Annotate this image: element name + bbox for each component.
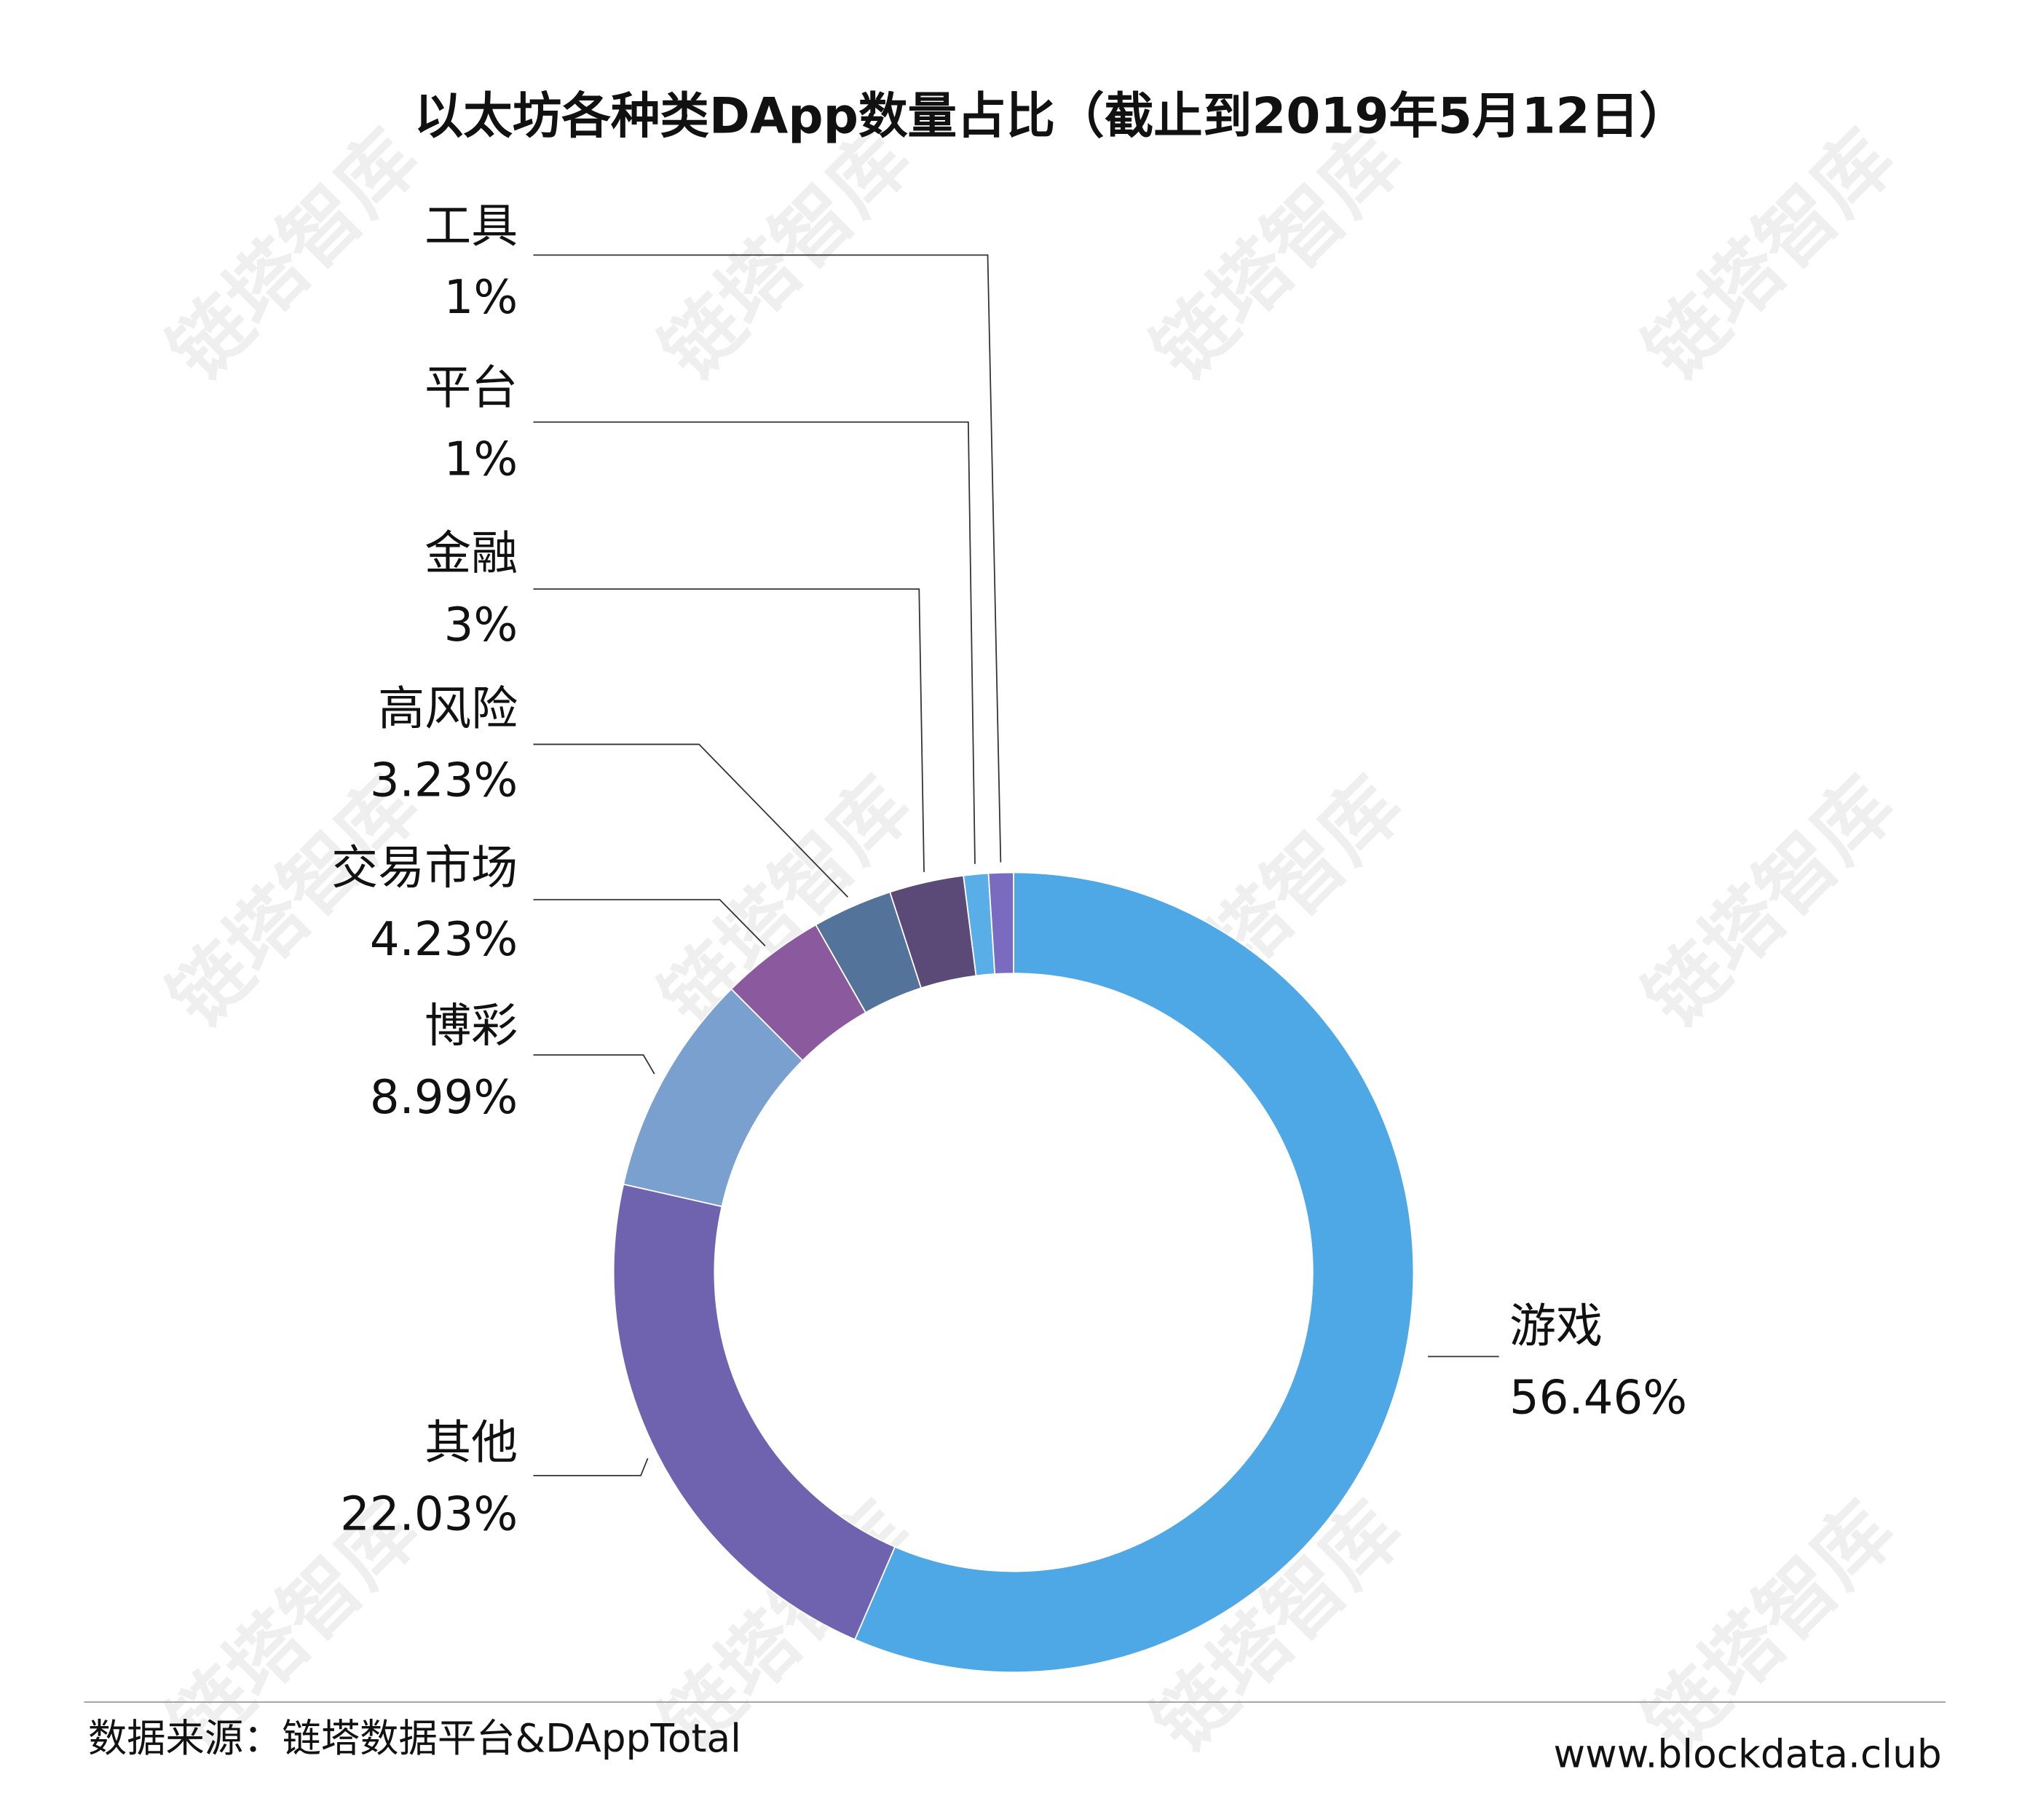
value-label: 8.99% [370, 1071, 518, 1125]
value-label: 1% [444, 271, 518, 325]
value-label: 4.23% [370, 913, 518, 967]
watermark: 链塔智库 [1628, 114, 1911, 397]
leader-line [533, 1457, 649, 1476]
source: 数据来源：链塔数据平台&DAppTotal [88, 1715, 741, 1761]
leader-line [533, 254, 1002, 863]
website: www.blockdata.club [1554, 1730, 1942, 1776]
category-label: 高风险 [378, 683, 518, 737]
value-label: 56.46% [1509, 1371, 1687, 1425]
labels: 游戏 56.46% 其他 22.03% 博彩 8.99% 交易市场 4.23% 高风险 3.23%… [331, 199, 1687, 1541]
leader-line [533, 898, 766, 946]
donut-slice [853, 871, 1415, 1673]
donut [612, 871, 1415, 1673]
category-label: 其他 [424, 1417, 518, 1471]
category-label: 交易市场 [331, 842, 518, 895]
leader-line [533, 1054, 655, 1075]
value-label: 1% [444, 432, 518, 486]
value-label: 22.03% [340, 1487, 518, 1541]
leader-line [533, 588, 925, 872]
value-label: 3% [444, 598, 518, 652]
leader-line [533, 421, 976, 864]
watermark: 链塔智库 [1137, 114, 1420, 397]
watermark: 链塔智库 [152, 114, 435, 397]
category-label: 博彩 [424, 1000, 518, 1053]
category-label: 平台 [424, 362, 518, 416]
category-label: 金融 [424, 527, 518, 581]
leader-line [533, 743, 849, 898]
donut-slice [612, 1183, 896, 1641]
watermark: 链塔智库 [1628, 1486, 1911, 1769]
value-label: 3.23% [370, 753, 518, 807]
donut-slice [987, 871, 1014, 975]
watermark: 链塔智库 [1628, 761, 1911, 1044]
chart-title: 以太坊各种类DApp数量占比（截止到2019年5月12日） [414, 87, 1689, 144]
category-label: 游戏 [1509, 1300, 1603, 1354]
category-label: 工具 [424, 199, 518, 253]
